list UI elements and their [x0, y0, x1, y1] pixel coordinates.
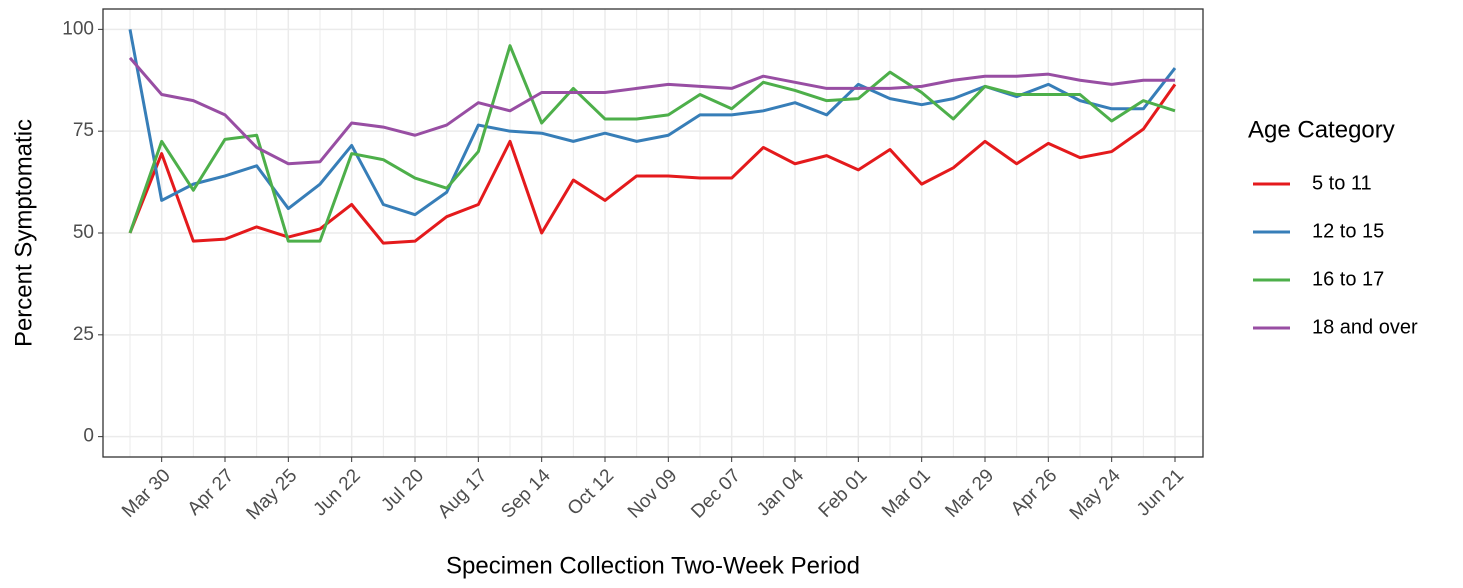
x-tick-label: Jun 21 [1133, 465, 1188, 520]
x-tick-label: May 24 [1066, 465, 1125, 524]
x-tick-label: Jun 22 [310, 465, 365, 520]
legend-label: 16 to 17 [1312, 268, 1384, 290]
x-tick-label: Jul 20 [377, 465, 428, 516]
legend-label: 5 to 11 [1312, 172, 1372, 194]
y-axis-title: Percent Symptomatic [10, 119, 37, 347]
x-tick-label: Sep 14 [497, 465, 555, 523]
x-tick-label: Dec 07 [687, 465, 744, 522]
series-line [128, 56, 1175, 166]
legend-label: 18 and over [1312, 316, 1418, 338]
series-line [128, 83, 1177, 245]
x-tick-label: May 25 [243, 465, 302, 524]
x-tick-label: Jan 04 [753, 465, 808, 520]
y-tick-label: 50 [73, 222, 94, 243]
x-tick-label: Mar 01 [878, 465, 935, 522]
x-tick-label: Mar 29 [941, 465, 998, 522]
x-tick-label: Apr 27 [184, 465, 238, 519]
y-tick-label: 0 [83, 426, 94, 447]
y-tick-label: 75 [73, 120, 94, 141]
x-tick-label: Feb 01 [815, 465, 872, 522]
legend-title: Age Category [1248, 116, 1395, 143]
x-tick-label: Mar 30 [118, 465, 175, 522]
series-line [128, 29, 1177, 217]
y-tick-label: 25 [73, 324, 94, 345]
x-tick-label: Oct 12 [564, 465, 618, 519]
series-line [128, 44, 1176, 243]
x-tick-label: Aug 17 [434, 465, 491, 522]
x-axis-title: Specimen Collection Two-Week Period [446, 552, 860, 579]
x-tick-label: Nov 09 [624, 465, 681, 522]
legend-label: 12 to 15 [1312, 220, 1384, 242]
y-tick-label: 100 [62, 18, 94, 39]
x-tick-label: Apr 26 [1007, 465, 1061, 519]
